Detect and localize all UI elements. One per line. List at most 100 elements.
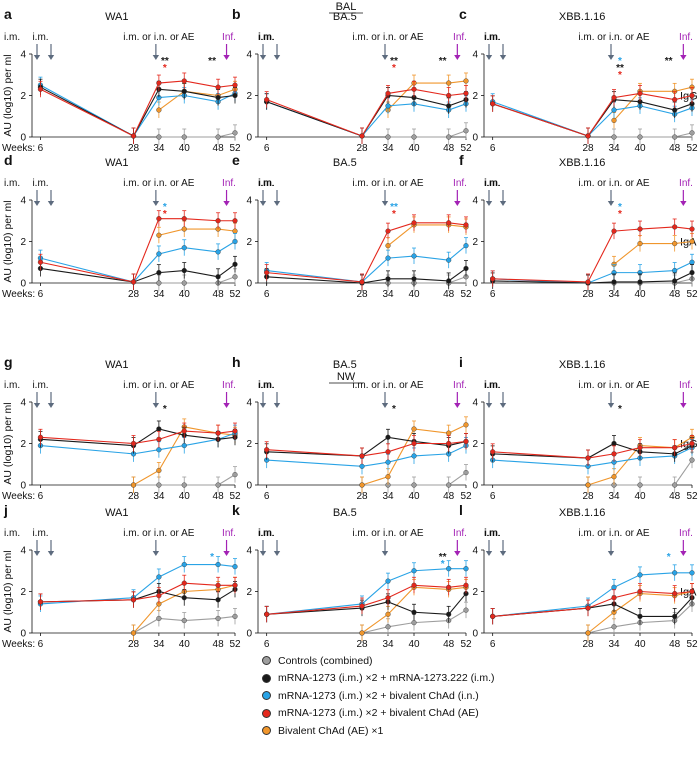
panel-letter: f <box>459 152 464 168</box>
data-point-controls <box>215 615 221 622</box>
significance-marker: * <box>210 552 214 563</box>
data-point-chad_ae <box>156 593 162 599</box>
data-point-chad_ae <box>264 97 270 103</box>
panel-title: XBB.1.16 <box>559 157 605 169</box>
data-point-chad_ae <box>611 451 617 457</box>
data-point-chad_ae <box>585 279 591 285</box>
dose-label-boost: i.m. or i.n. or AE <box>123 528 194 539</box>
dose-label-second: i.m. <box>485 380 501 391</box>
dose-arrow-head <box>485 201 493 206</box>
series-line-controls <box>388 276 467 284</box>
x-tick-label: 28 <box>128 639 140 650</box>
significance-marker: * <box>618 202 622 213</box>
data-point-controls <box>637 482 643 488</box>
x-axis-label: Weeks: <box>2 143 35 154</box>
y-tick-label: 4 <box>246 196 252 207</box>
significance-marker: * <box>163 63 167 74</box>
legend-item: mRNA-1273 (i.m.) ×2 + bivalent ChAd (AE) <box>262 705 494 723</box>
significance-marker: * <box>392 404 396 415</box>
x-axis-label: Weeks: <box>2 639 35 650</box>
dose-label-first: i.m. <box>258 380 274 391</box>
panel-title: XBB.1.16 <box>559 11 605 23</box>
y-axis-label: AU (log10) per ml <box>2 200 14 282</box>
legend-item: Controls (combined) <box>262 652 494 670</box>
y-tick-label: 0 <box>472 481 478 492</box>
data-point-mrna <box>689 270 695 276</box>
data-point-chad_in <box>215 561 221 568</box>
data-point-chad_ae <box>359 603 365 609</box>
panel-title: WA1 <box>105 11 128 23</box>
data-point-chad_in <box>672 267 678 274</box>
series-line-controls <box>614 278 693 284</box>
data-point-mrna <box>156 426 162 432</box>
x-tick-label: 6 <box>38 639 44 650</box>
series-line-chad_in <box>266 245 467 283</box>
data-point-chad_ae <box>490 449 496 455</box>
data-point-controls <box>611 624 617 630</box>
data-point-chad_ae <box>585 133 591 139</box>
data-point-chad_in <box>637 572 643 578</box>
x-tick-label: 6 <box>38 289 44 300</box>
series-line-mrna <box>40 588 236 603</box>
data-point-controls <box>181 617 187 624</box>
dose-label-boost: i.m. or i.n. or AE <box>578 528 649 539</box>
data-point-bivalent <box>385 243 391 249</box>
data-point-chad_in <box>156 447 162 453</box>
series-line-bivalent <box>158 228 236 236</box>
x-tick-label: 34 <box>382 143 394 154</box>
dose-label-infection: Inf. <box>679 380 693 391</box>
significance-marker: ** <box>665 56 673 67</box>
data-point-controls <box>156 615 162 622</box>
x-tick-label: 28 <box>582 639 594 650</box>
data-point-chad_ae <box>232 428 238 434</box>
panel-letter: i <box>459 354 463 370</box>
significance-marker: * <box>392 63 396 74</box>
panel-letter: a <box>4 6 12 22</box>
y-tick-label: 4 <box>246 398 252 409</box>
x-tick-label: 6 <box>264 143 270 154</box>
x-tick-label: 52 <box>229 143 241 154</box>
series-line-mrna <box>40 263 236 283</box>
section-label: NW <box>337 371 356 383</box>
significance-marker: ** <box>390 56 398 67</box>
data-point-controls <box>446 134 452 140</box>
data-point-mrna <box>215 597 221 603</box>
legend-marker <box>262 726 271 736</box>
x-tick-label: 34 <box>608 143 620 154</box>
y-tick-label: 4 <box>472 398 478 409</box>
data-point-bivalent <box>446 430 452 436</box>
x-tick-label: 52 <box>229 491 241 502</box>
dose-arrow-head <box>259 403 267 408</box>
boost-arrow-head <box>381 551 389 556</box>
y-tick-label: 0 <box>246 279 252 290</box>
data-point-chad_in <box>215 249 221 255</box>
x-tick-label: 34 <box>608 491 620 502</box>
data-point-mrna <box>385 434 391 440</box>
data-point-chad_ae <box>385 595 391 601</box>
significance-marker: * <box>618 404 622 415</box>
x-tick-label: 34 <box>153 289 165 300</box>
dose-arrow-head <box>499 403 507 408</box>
series-line-bivalent <box>387 224 467 247</box>
dose-arrow-head <box>259 55 267 60</box>
x-tick-label: 6 <box>264 639 270 650</box>
data-point-chad_ae <box>490 101 496 107</box>
significance-marker: * <box>441 559 445 570</box>
x-tick-label: 40 <box>408 639 420 650</box>
x-tick-label: 28 <box>356 639 368 650</box>
data-point-bivalent <box>689 238 695 245</box>
dose-label-boost: i.m. or i.n. or AE <box>578 32 649 43</box>
data-point-chad_ae <box>181 78 187 84</box>
series-line-mrna <box>266 436 467 457</box>
x-tick-label: 48 <box>669 639 681 650</box>
data-point-controls <box>689 130 695 136</box>
x-tick-label: 34 <box>608 639 620 650</box>
x-tick-label: 6 <box>490 289 496 300</box>
dose-label-second: i.m. <box>485 178 501 189</box>
data-point-chad_ae <box>130 440 137 447</box>
data-point-mrna <box>215 274 221 280</box>
data-point-chad_ae <box>37 86 44 92</box>
panel-letter: j <box>3 502 8 518</box>
x-tick-label: 52 <box>686 143 698 154</box>
